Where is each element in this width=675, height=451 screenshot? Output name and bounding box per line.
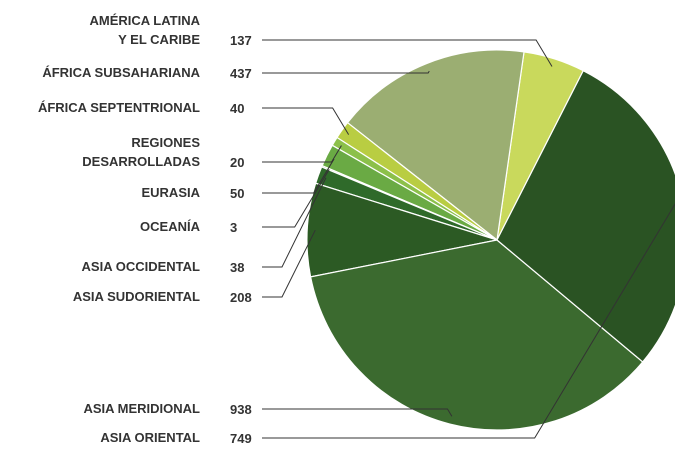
- value-label: 749: [230, 431, 252, 446]
- category-label: ASIA SUDORIENTAL: [72, 289, 200, 304]
- value-label: 20: [230, 155, 245, 170]
- value-label: 137: [230, 33, 252, 48]
- value-label: 40: [230, 101, 245, 116]
- leader-line: [262, 70, 430, 74]
- pie-slice: [309, 239, 644, 431]
- value-label: 437: [230, 66, 252, 81]
- value-label: 50: [230, 186, 245, 201]
- leader-line: [262, 39, 553, 67]
- value-label: 938: [230, 402, 252, 417]
- leader-line: [262, 145, 342, 163]
- category-label: ASIA OCCIDENTAL: [81, 259, 200, 274]
- category-label: ASIA ORIENTAL: [100, 430, 200, 445]
- category-label: ÁFRICA SEPTENTRIONAL: [37, 100, 200, 115]
- leader-line: [262, 408, 453, 417]
- leader-line: [262, 158, 335, 194]
- leader-line: [262, 107, 350, 135]
- value-label: 208: [230, 290, 252, 305]
- value-label: 3: [230, 220, 238, 235]
- leader-line: [262, 229, 316, 298]
- category-label: REGIONES DESARROLLADAS: [82, 135, 200, 169]
- pie-slice: [496, 69, 675, 363]
- value-label: 38: [230, 260, 245, 275]
- category-label: OCEANÍA: [140, 219, 200, 234]
- leader-line: [262, 203, 675, 439]
- pie-slice: [346, 49, 525, 242]
- leader-line: [262, 177, 327, 268]
- category-label: ÁFRICA SUBSAHARIANA: [42, 65, 200, 80]
- category-label: EURASIA: [141, 185, 200, 200]
- category-label: ASIA MERIDIONAL: [83, 401, 200, 416]
- pie-slice: [306, 182, 498, 278]
- category-label: AMÉRICA LATINA Y EL CARIBE: [89, 13, 201, 47]
- leader-line: [262, 169, 330, 228]
